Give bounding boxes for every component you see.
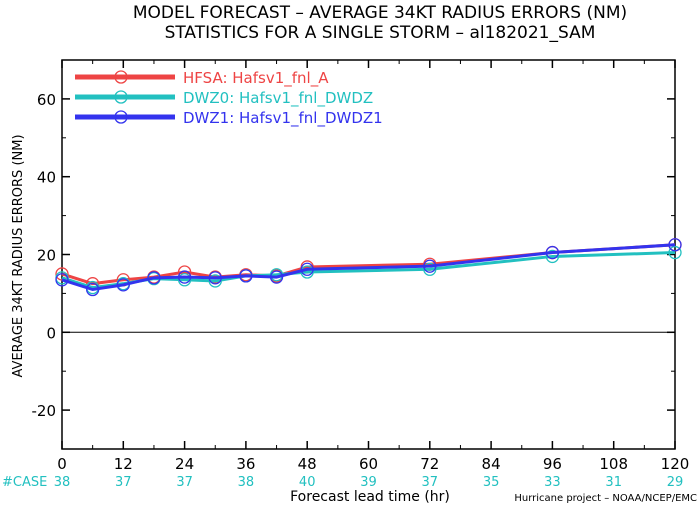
data-point bbox=[116, 278, 130, 292]
legend-marker bbox=[114, 110, 128, 124]
data-point bbox=[239, 269, 253, 283]
chart-subtitle: STATISTICS FOR A SINGLE STORM – al182021… bbox=[165, 23, 596, 43]
case-count: 38 bbox=[238, 475, 255, 490]
series-line bbox=[61, 251, 676, 290]
data-point bbox=[423, 262, 437, 276]
data-point bbox=[300, 262, 314, 276]
legend-marker bbox=[114, 90, 128, 104]
x-tick-label: 48 bbox=[298, 455, 317, 473]
legend-marker bbox=[114, 70, 128, 84]
y-tick-label: -20 bbox=[32, 402, 57, 420]
case-count: 37 bbox=[176, 475, 193, 490]
case-count: 37 bbox=[115, 475, 132, 490]
x-tick-label: 72 bbox=[420, 455, 439, 473]
x-tick-label: 12 bbox=[114, 455, 133, 473]
case-label: #CASE bbox=[2, 475, 47, 490]
x-tick-label: 0 bbox=[57, 455, 67, 473]
case-count: 29 bbox=[667, 475, 684, 490]
data-point bbox=[177, 270, 192, 284]
x-tick-label: 60 bbox=[359, 455, 378, 473]
case-count: 37 bbox=[422, 475, 439, 490]
data-point bbox=[668, 245, 682, 260]
x-tick-label: 36 bbox=[236, 455, 255, 473]
data-point bbox=[208, 274, 222, 288]
data-point bbox=[86, 282, 100, 297]
x-tick-label: 24 bbox=[175, 455, 194, 473]
case-count: 31 bbox=[605, 475, 622, 490]
data-point bbox=[269, 270, 284, 284]
case-count: 33 bbox=[544, 475, 561, 490]
y-tick-label: 40 bbox=[37, 169, 56, 187]
case-count: 38 bbox=[54, 475, 71, 490]
legend-label: DWZ0: Hafsv1_fnl_DWDZ bbox=[183, 89, 373, 108]
x-tick-label: 120 bbox=[661, 455, 690, 473]
data-point bbox=[55, 273, 69, 287]
chart-title: MODEL FORECAST – AVERAGE 34KT RADIUS ERR… bbox=[133, 3, 627, 23]
x-tick-label: 84 bbox=[482, 455, 501, 473]
y-tick-label: 20 bbox=[37, 247, 56, 265]
credit-text: Hurricane project – NOAA/NCEP/EMC bbox=[514, 493, 697, 504]
data-point bbox=[545, 249, 560, 264]
data-point bbox=[423, 259, 437, 273]
y-axis-label: AVERAGE 34KT RADIUS ERRORS (NM) bbox=[11, 134, 26, 377]
case-count: 40 bbox=[299, 475, 316, 490]
legend-label: DWZ1: Hafsv1_fnl_DWDZ1 bbox=[183, 109, 383, 128]
x-axis-label: Forecast lead time (hr) bbox=[290, 489, 450, 505]
y-tick-label: 0 bbox=[46, 324, 56, 342]
legend-label: HFSA: Hafsv1_fnl_A bbox=[183, 69, 329, 88]
data-point bbox=[545, 245, 560, 260]
y-tick-label: 60 bbox=[37, 91, 56, 109]
data-point bbox=[668, 238, 682, 252]
x-tick-label: 96 bbox=[543, 455, 562, 473]
data-point bbox=[147, 271, 161, 285]
case-count: 39 bbox=[360, 475, 377, 490]
x-tick-label: 108 bbox=[599, 455, 628, 473]
series-line bbox=[61, 243, 676, 292]
plot-area: -20 0 20 40 60 0 38 12 37 24 37 36 38 48 40 60 39 72 37 84 3… bbox=[32, 59, 690, 490]
case-count: 35 bbox=[483, 475, 500, 490]
data-point bbox=[208, 271, 222, 285]
